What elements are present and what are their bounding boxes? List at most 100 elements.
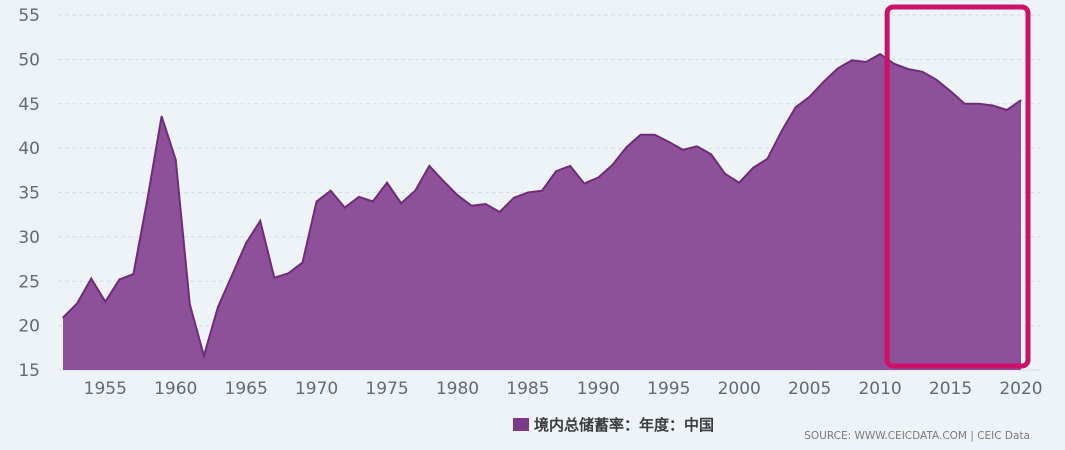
data-point xyxy=(217,306,219,308)
data-point xyxy=(273,277,275,279)
data-point xyxy=(569,165,571,167)
y-tick-label: 30 xyxy=(18,228,40,248)
data-point xyxy=(527,191,529,194)
x-axis: 1955 1960 1965 1970 1975 1980 1985 1990 1995 2000… xyxy=(84,379,1043,399)
data-point xyxy=(710,153,712,155)
legend-swatch xyxy=(513,418,529,431)
data-point xyxy=(724,173,726,175)
data-point xyxy=(541,190,543,192)
y-tick-label: 40 xyxy=(18,139,40,159)
x-tick-label: 1965 xyxy=(225,379,268,399)
data-point xyxy=(893,63,895,65)
legend[interactable]: 境内总储蓄率：年度：中国 xyxy=(513,416,714,434)
data-point xyxy=(146,198,149,200)
data-point xyxy=(823,81,825,83)
data-point xyxy=(316,200,318,202)
data-point xyxy=(90,278,92,280)
y-tick-label: 35 xyxy=(18,184,40,204)
data-point xyxy=(132,273,134,275)
data-point xyxy=(161,115,163,117)
data-point xyxy=(287,272,289,274)
data-point xyxy=(1006,109,1008,111)
x-tick-label: 1970 xyxy=(295,379,338,399)
data-point xyxy=(231,274,233,276)
y-tick-label: 25 xyxy=(18,272,40,292)
data-point xyxy=(118,278,120,281)
data-point xyxy=(1020,99,1022,101)
data-point xyxy=(597,176,600,178)
data-point xyxy=(344,207,346,209)
y-axis: 15 20 25 30 35 40 45 50 55 xyxy=(18,6,40,381)
data-point xyxy=(358,196,360,198)
data-point xyxy=(837,67,839,69)
y-tick-label: 55 xyxy=(18,6,40,26)
data-point xyxy=(752,167,754,169)
data-point xyxy=(809,96,811,98)
data-point xyxy=(414,190,416,192)
x-tick-label: 2020 xyxy=(999,379,1042,399)
x-tick-label: 1985 xyxy=(506,379,549,399)
data-point xyxy=(654,134,656,136)
data-point xyxy=(485,203,487,205)
x-tick-label: 2005 xyxy=(788,379,831,399)
y-tick-label: 45 xyxy=(18,95,40,115)
data-point xyxy=(907,68,909,70)
data-point xyxy=(696,145,698,147)
x-tick-label: 1975 xyxy=(365,379,408,399)
data-point xyxy=(471,205,473,207)
data-point xyxy=(400,202,402,204)
data-point xyxy=(950,90,952,92)
y-tick-label: 15 xyxy=(18,361,40,381)
x-tick-label: 1990 xyxy=(577,379,620,399)
data-point xyxy=(682,149,684,151)
legend-label: 境内总储蓄率：年度：中国 xyxy=(534,416,714,434)
data-point xyxy=(499,211,501,213)
data-point xyxy=(76,302,78,304)
data-point xyxy=(189,303,191,305)
data-point xyxy=(640,134,642,136)
data-point xyxy=(62,317,64,319)
series-layer xyxy=(62,52,1022,370)
data-point xyxy=(428,165,430,167)
data-point xyxy=(992,104,994,107)
data-point xyxy=(203,355,205,357)
x-tick-label: 2015 xyxy=(929,379,972,399)
x-tick-label: 1995 xyxy=(647,379,690,399)
data-point xyxy=(456,194,459,196)
data-point xyxy=(964,103,966,105)
data-point xyxy=(611,164,614,166)
data-point xyxy=(879,53,881,55)
x-tick-label: 2000 xyxy=(718,379,761,399)
data-point xyxy=(442,180,444,182)
data-point xyxy=(935,79,938,81)
x-tick-label: 1980 xyxy=(436,379,479,399)
data-point xyxy=(865,61,867,63)
highlight-box xyxy=(884,4,1031,369)
data-point xyxy=(175,159,177,161)
data-point xyxy=(795,106,797,108)
data-point xyxy=(245,242,247,244)
data-point xyxy=(330,190,332,192)
area-series-fill xyxy=(63,54,1021,370)
source-text: SOURCE: WWW.CEICDATA.COM | CEIC Data xyxy=(804,430,1030,442)
data-point xyxy=(978,103,980,105)
data-point xyxy=(372,200,374,202)
data-point xyxy=(780,130,783,132)
y-tick-label: 50 xyxy=(18,50,40,70)
data-point xyxy=(738,182,740,184)
data-point xyxy=(625,146,628,148)
data-point xyxy=(259,220,261,222)
data-point xyxy=(851,59,853,61)
data-point xyxy=(668,141,670,143)
x-tick-label: 1960 xyxy=(154,379,197,399)
data-point xyxy=(555,170,557,172)
data-point xyxy=(104,301,106,303)
x-tick-label: 2010 xyxy=(858,379,901,399)
data-point xyxy=(301,262,304,264)
data-point xyxy=(921,71,924,73)
data-point xyxy=(583,183,585,185)
y-tick-label: 20 xyxy=(18,317,40,337)
data-point xyxy=(386,182,388,184)
data-point xyxy=(766,158,769,160)
